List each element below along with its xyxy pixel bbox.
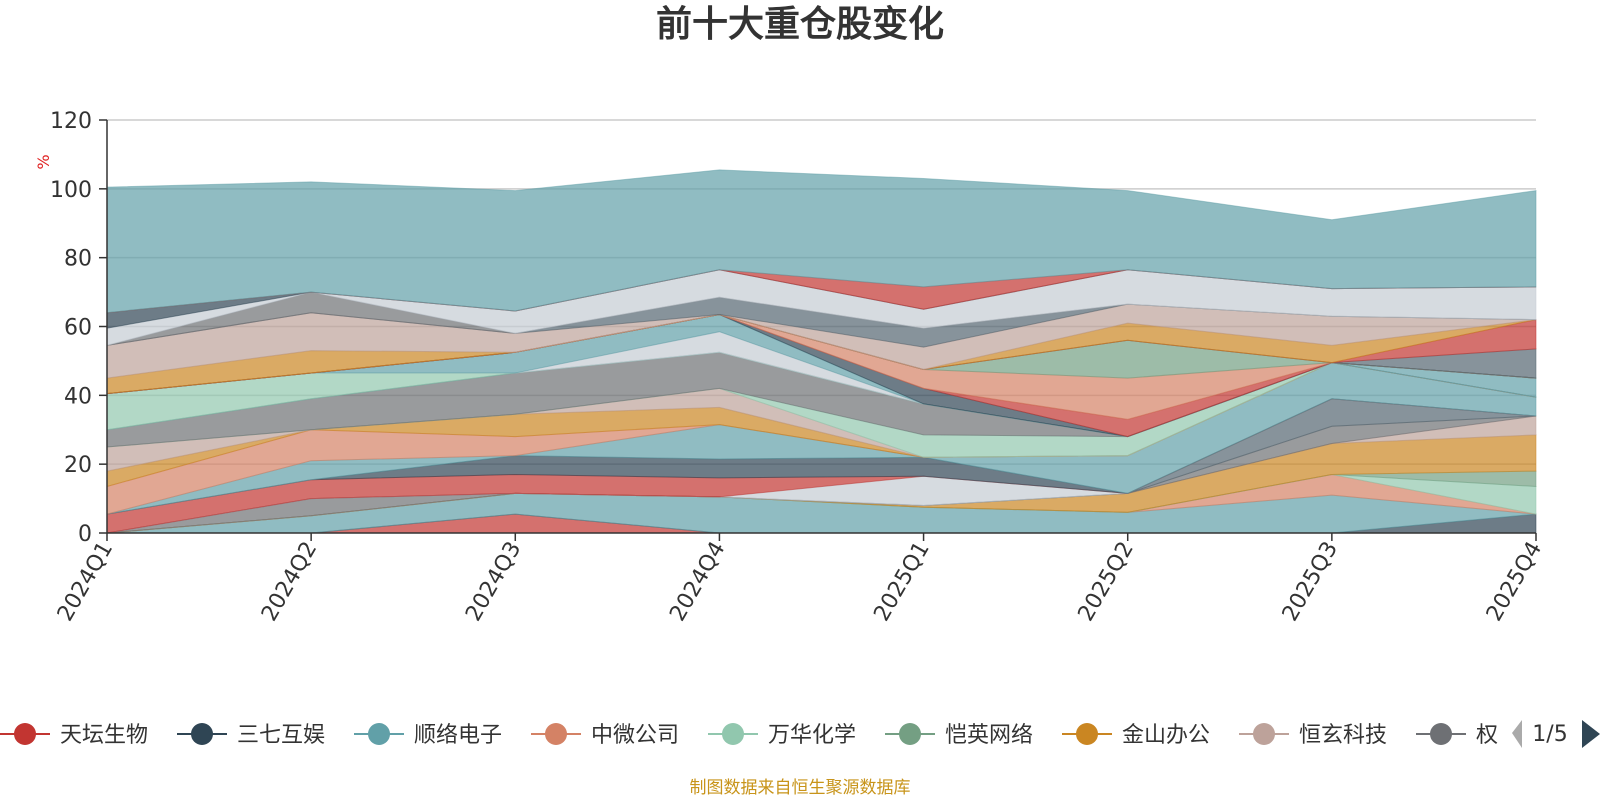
legend-label: 万华化学	[768, 723, 856, 748]
legend-item[interactable]: 万华化学	[708, 723, 856, 748]
y-tick-label: 60	[64, 316, 92, 341]
legend-page-indicator: 1/5	[1532, 722, 1567, 747]
legend-item[interactable]: 权	[1416, 723, 1498, 748]
legend-item[interactable]: 中微公司	[531, 723, 679, 748]
legend-item[interactable]: 恺英网络	[885, 723, 1033, 748]
y-tick-label: 40	[64, 384, 92, 409]
legend-item[interactable]: 天坛生物	[0, 723, 148, 748]
legend-marker-icon	[899, 723, 921, 745]
legend-label: 顺络电子	[414, 723, 502, 748]
x-tick-label: 2025Q4	[1482, 538, 1547, 626]
legend-marker-icon	[1076, 723, 1098, 745]
x-tick-label: 2025Q1	[869, 538, 934, 626]
legend-marker-icon	[1253, 723, 1275, 745]
source-note: 制图数据来自恒生聚源数据库	[690, 778, 911, 798]
legend-label: 权	[1476, 723, 1498, 748]
area-series: 其他	[106, 169, 1537, 314]
chart-title: 前十大重仓股变化	[656, 3, 944, 45]
legend-prev-page-icon[interactable]	[1512, 720, 1522, 748]
legend-label: 恒玄科技	[1299, 723, 1387, 748]
x-tick-label: 2024Q2	[257, 538, 322, 626]
legend-marker-icon	[368, 723, 390, 745]
y-tick-label: 100	[50, 178, 92, 203]
x-tick-label: 2024Q4	[665, 538, 730, 626]
area-series-layer: 天坛生物三七互娱顺络电子中微公司万华化学恺英网络金山办公恒玄科技其他重仓股重仓股…	[106, 169, 1537, 534]
legend-marker-icon	[14, 723, 36, 745]
legend-marker-icon	[545, 723, 567, 745]
legend-next-page-icon[interactable]	[1582, 720, 1600, 748]
legend-marker-icon	[722, 723, 744, 745]
y-tick-label: 120	[50, 109, 92, 134]
legend-item[interactable]: 恒玄科技	[1239, 723, 1387, 748]
legend-label: 天坛生物	[60, 723, 148, 748]
legend-item[interactable]: 顺络电子	[354, 723, 502, 748]
legend-label: 三七互娱	[237, 723, 325, 748]
legend-pager: 1/5	[1512, 720, 1600, 748]
x-tick-label: 2024Q1	[53, 538, 118, 626]
x-tick-label: 2025Q3	[1278, 538, 1343, 626]
legend-label: 恺英网络	[945, 723, 1033, 748]
legend: 天坛生物 三七互娱 顺络电子 中微公司 万华化学 恺英网络 金山办公 恒玄科技 权	[0, 723, 1498, 748]
legend-label: 中微公司	[591, 723, 679, 748]
legend-item[interactable]: 金山办公	[1062, 723, 1210, 748]
legend-item[interactable]: 三七互娱	[177, 723, 325, 748]
legend-label: 金山办公	[1122, 723, 1210, 748]
legend-marker-icon	[191, 723, 213, 745]
y-tick-label: 20	[64, 453, 92, 478]
legend-marker-icon	[1430, 723, 1452, 745]
y-axis-unit-label: %	[34, 154, 53, 169]
y-tick-label: 80	[64, 247, 92, 272]
y-tick-label: 0	[78, 522, 92, 547]
x-tick-label: 2024Q3	[461, 538, 526, 626]
x-tick-label: 2025Q2	[1074, 538, 1139, 626]
